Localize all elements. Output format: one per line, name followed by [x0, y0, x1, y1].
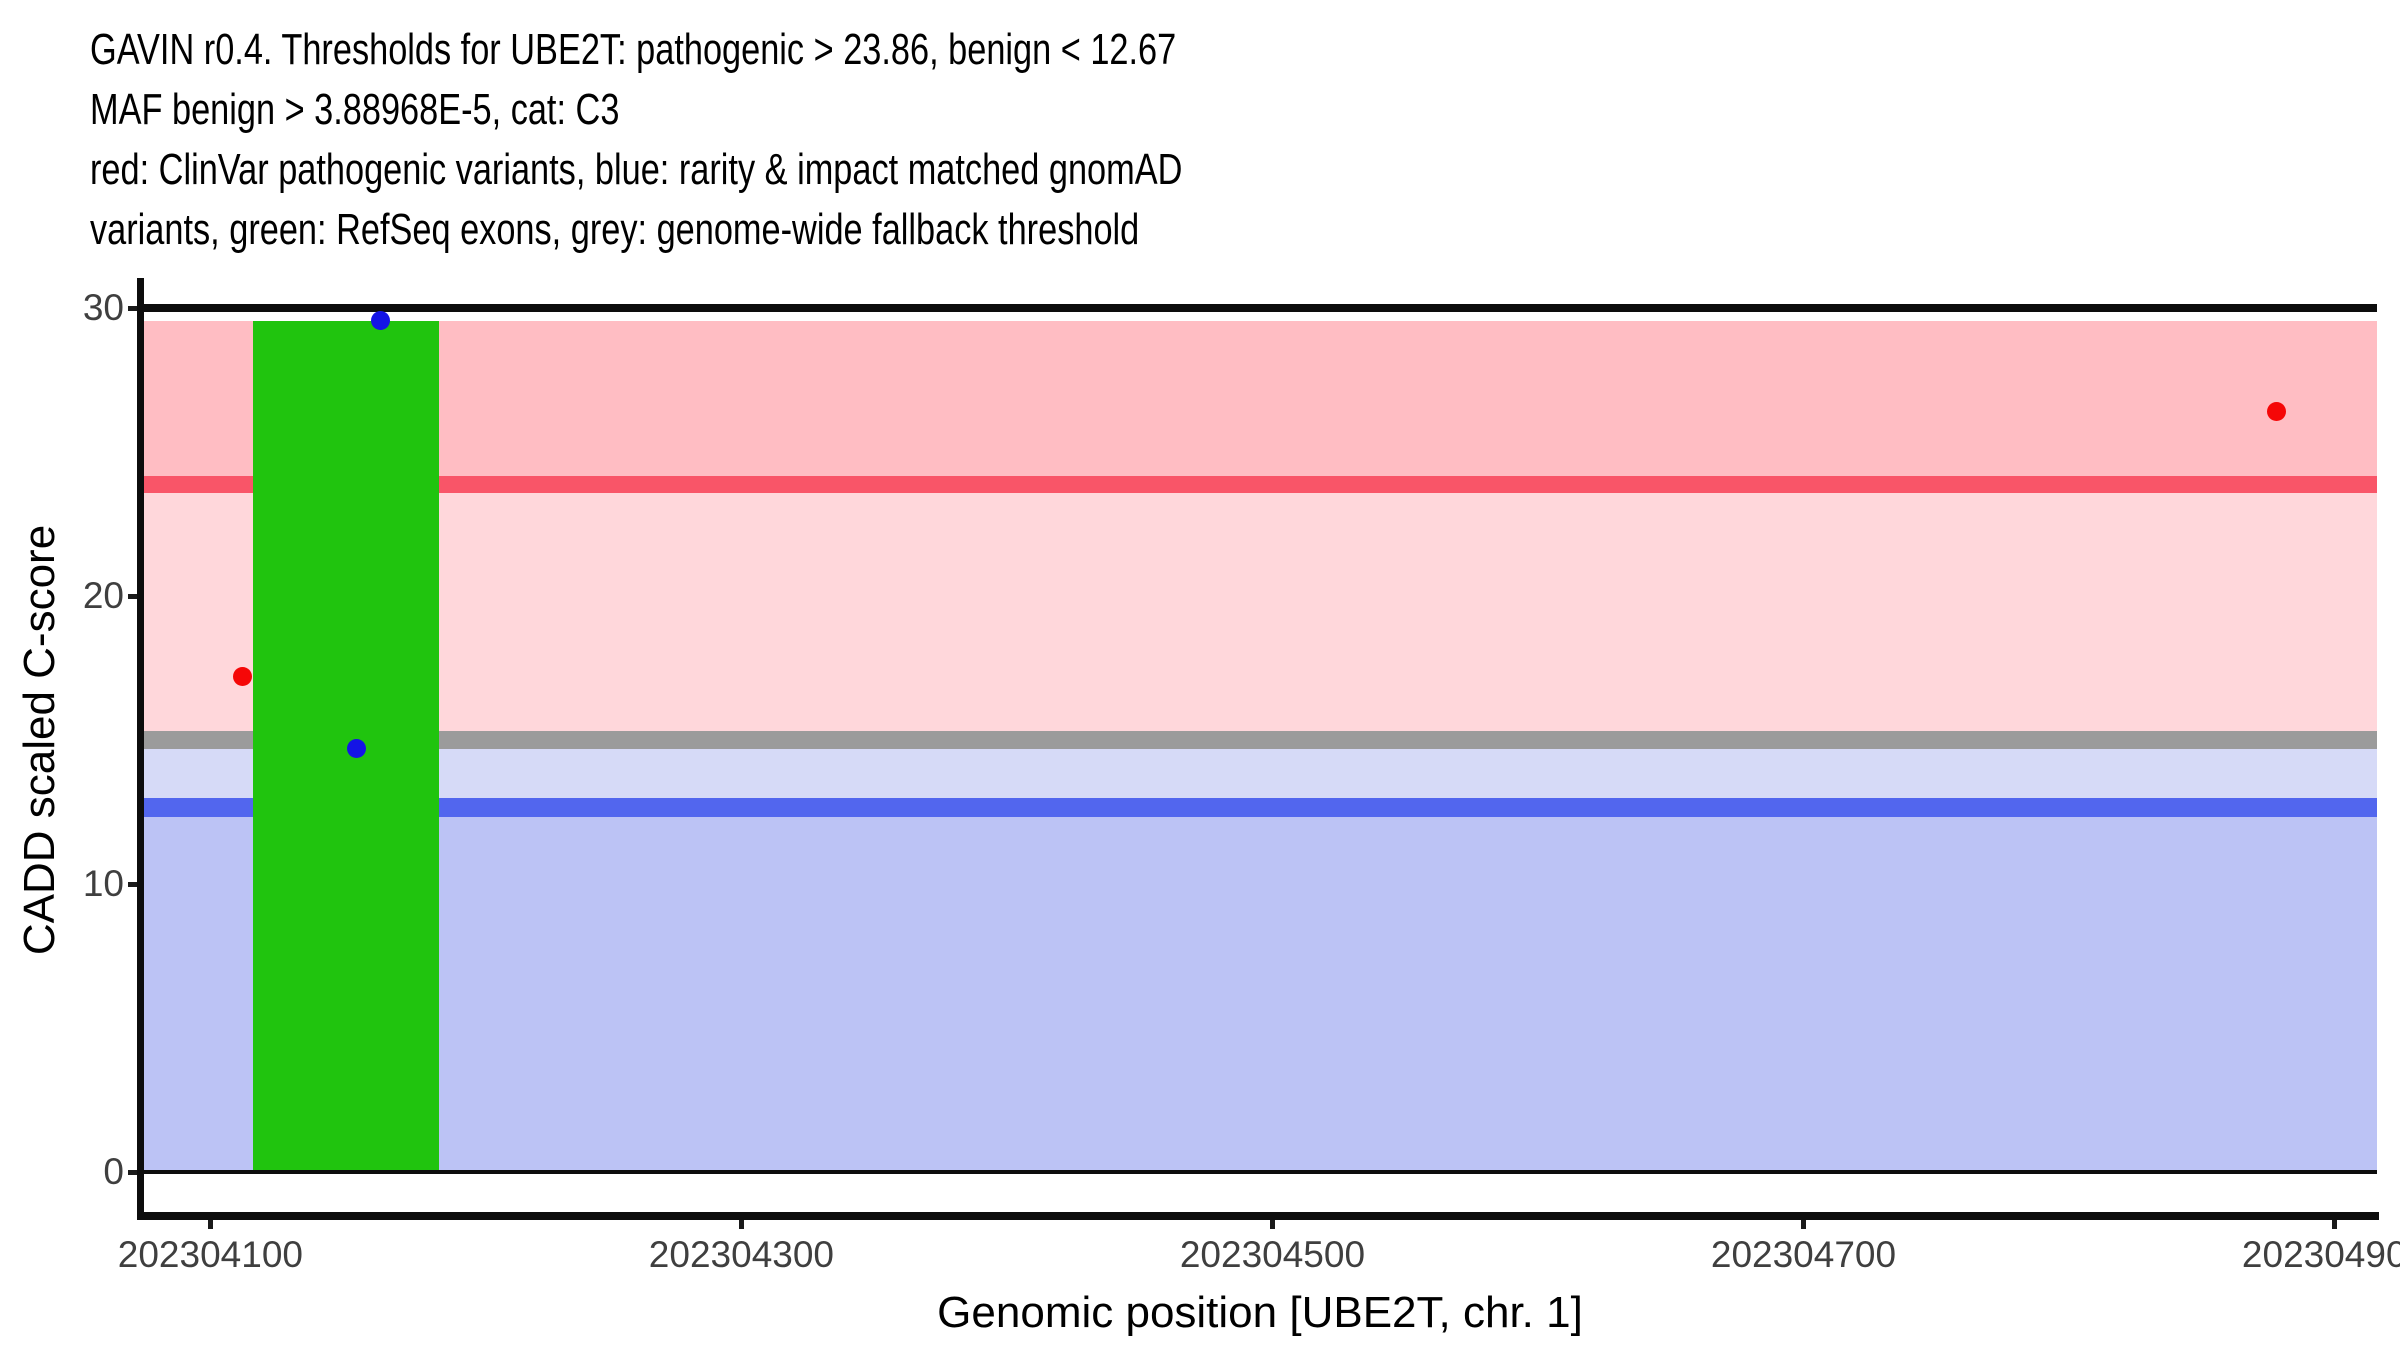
data-point — [232, 667, 252, 687]
hline-y30 — [144, 304, 2377, 312]
plot-title-line-2: MAF benign > 3.88968E-5, cat: C3 — [90, 85, 620, 134]
x-tick — [1800, 1220, 1806, 1229]
band-vous-region-below-fallback — [144, 748, 2377, 799]
data-point — [370, 311, 390, 331]
y-axis-title: CADD scaled C-score — [15, 524, 64, 956]
y-tick — [128, 593, 137, 599]
band-pathogenic-region — [144, 320, 2377, 477]
hline-y0 — [144, 1170, 2377, 1174]
x-tick-label: 202304100 — [117, 1234, 303, 1275]
band-genome-wide-fallback-threshold-line-15 — [144, 731, 2377, 749]
x-axis-title: Genomic position [UBE2T, chr. 1] — [937, 1288, 1583, 1337]
y-tick — [128, 881, 137, 887]
exon-bar — [252, 320, 439, 1172]
x-tick-label: 202304500 — [1179, 1234, 1366, 1275]
y-tick — [128, 1169, 137, 1175]
y-tick-label: 0 — [103, 1151, 124, 1192]
data-point — [2266, 402, 2286, 422]
data-point — [346, 739, 366, 759]
band-benign-region — [144, 816, 2377, 1172]
plot-title: GAVIN r0.4. Thresholds for UBE2T: pathog… — [90, 20, 1182, 260]
y-tick-label: 10 — [82, 863, 124, 904]
band-benign-threshold-line-12.67 — [144, 798, 2377, 817]
x-tick-label: 202304700 — [1710, 1234, 1897, 1275]
y-tick-label: 30 — [82, 287, 124, 328]
x-tick — [1269, 1220, 1275, 1229]
x-axis-line — [137, 1212, 2379, 1220]
x-tick — [2332, 1220, 2338, 1229]
band-pathogenic-threshold-line-23.86 — [144, 476, 2377, 494]
plot-title-line-3: red: ClinVar pathogenic variants, blue: … — [90, 145, 1183, 194]
y-tick-label: 20 — [82, 575, 124, 616]
plot-title-line-4: variants, green: RefSeq exons, grey: gen… — [90, 205, 1140, 254]
y-tick — [128, 305, 137, 311]
y-axis-line — [137, 278, 144, 1220]
band-vous-region-above-fallback — [144, 493, 2377, 732]
x-tick — [738, 1220, 744, 1229]
x-tick-label: 202304300 — [648, 1234, 835, 1275]
plot-title-line-1: GAVIN r0.4. Thresholds for UBE2T: pathog… — [90, 25, 1177, 74]
x-tick — [207, 1220, 213, 1229]
x-tick-label: 202304900 — [2241, 1234, 2400, 1275]
